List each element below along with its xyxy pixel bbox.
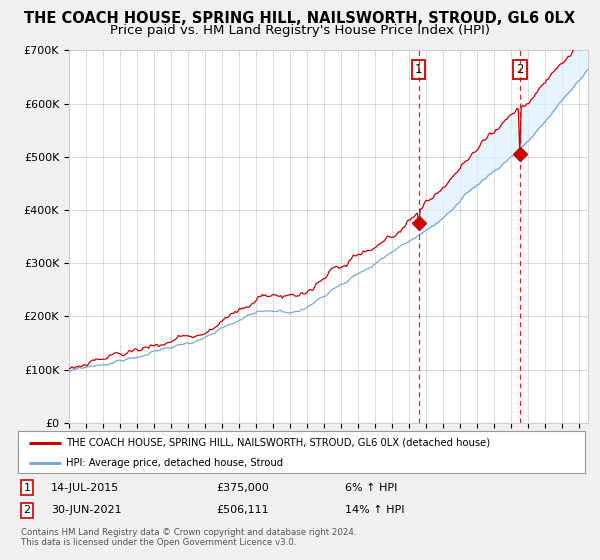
Text: Contains HM Land Registry data © Crown copyright and database right 2024.
This d: Contains HM Land Registry data © Crown c… — [21, 528, 356, 547]
Text: 2: 2 — [23, 505, 31, 515]
Text: £506,111: £506,111 — [216, 505, 269, 515]
Text: 30-JUN-2021: 30-JUN-2021 — [51, 505, 122, 515]
Text: HPI: Average price, detached house, Stroud: HPI: Average price, detached house, Stro… — [66, 458, 283, 468]
Text: £375,000: £375,000 — [216, 483, 269, 493]
Text: 14% ↑ HPI: 14% ↑ HPI — [345, 505, 404, 515]
Text: 1: 1 — [23, 483, 31, 493]
Text: 1: 1 — [415, 63, 422, 76]
Text: 14-JUL-2015: 14-JUL-2015 — [51, 483, 119, 493]
Text: Price paid vs. HM Land Registry's House Price Index (HPI): Price paid vs. HM Land Registry's House … — [110, 24, 490, 36]
Text: THE COACH HOUSE, SPRING HILL, NAILSWORTH, STROUD, GL6 0LX (detached house): THE COACH HOUSE, SPRING HILL, NAILSWORTH… — [66, 437, 490, 447]
Text: 2: 2 — [516, 63, 524, 76]
Text: 6% ↑ HPI: 6% ↑ HPI — [345, 483, 397, 493]
Text: THE COACH HOUSE, SPRING HILL, NAILSWORTH, STROUD, GL6 0LX: THE COACH HOUSE, SPRING HILL, NAILSWORTH… — [25, 11, 575, 26]
